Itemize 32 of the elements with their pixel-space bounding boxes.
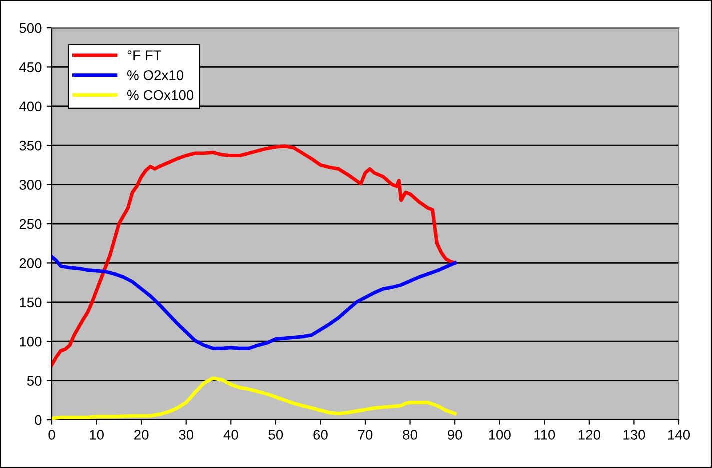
x-tick-label: 60 (314, 430, 328, 440)
line-series (52, 144, 457, 367)
x-tick-label: 70 (358, 430, 373, 440)
y-tick-label: 450 (19, 62, 42, 72)
y-tick-label: 500 (20, 23, 42, 34)
y-tick-label: 300 (20, 180, 42, 190)
y-tick-label: 100 (20, 336, 42, 347)
x-tick-label: 120 (578, 430, 600, 440)
y-tick-label: 350 (20, 140, 42, 151)
y-tick-label: 250 (20, 219, 42, 230)
y-tick-label: 400 (19, 102, 42, 112)
x-tick-label: 80 (403, 430, 418, 440)
x-tick-label: 40 (224, 430, 238, 440)
x-tick-label: 30 (179, 430, 194, 440)
y-tick-label: 0 (35, 415, 42, 426)
x-tick-label: 140 (668, 430, 690, 440)
x-tick-label: 0 (48, 430, 56, 440)
x-tick-label: 10 (90, 430, 104, 440)
legend-label: °F FT (128, 50, 162, 60)
legend-label: % O2x10 (127, 70, 184, 80)
x-tick-label: 100 (489, 430, 511, 440)
y-tick-label: 150 (20, 298, 42, 308)
y-tick-label: 200 (20, 258, 42, 268)
x-tick-label: 20 (134, 430, 149, 440)
legend-label: % COx100 (127, 90, 194, 100)
line-series (52, 255, 457, 350)
y-tick-label: 50 (27, 376, 42, 386)
x-tick-label: 50 (268, 430, 284, 440)
x-tick-label: 130 (624, 430, 646, 440)
x-tick-label: 110 (534, 430, 556, 440)
line-series (52, 376, 457, 420)
x-tick-label: 90 (448, 430, 462, 440)
